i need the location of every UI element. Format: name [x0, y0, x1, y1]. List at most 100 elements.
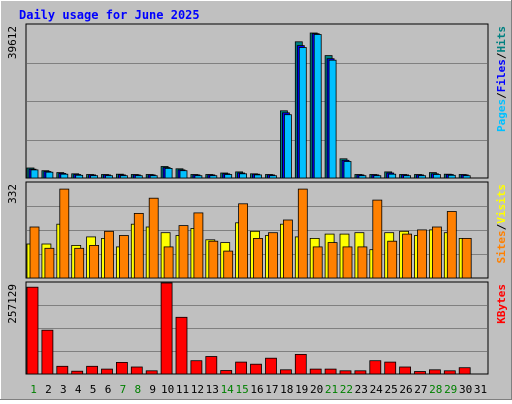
kbytes-panel-bar-kbytes-day-18 [279, 369, 292, 375]
kbytes-panel-bar-kbytes-day-29 [443, 370, 456, 375]
legend-entry: Pages [495, 99, 508, 132]
x-tick-label-day-12: 12 [191, 383, 204, 396]
hits-panel-bar-pages-day-4 [75, 174, 84, 179]
visits-panel-legend: Sites/Visits [495, 184, 508, 264]
x-tick-label-day-17: 17 [265, 383, 278, 396]
legend-entry: / [495, 92, 508, 99]
x-tick-label-day-19: 19 [295, 383, 308, 396]
kbytes-panel-bar-kbytes-day-25 [384, 361, 397, 375]
visits-panel-bar-sites-day-21 [327, 242, 338, 279]
kbytes-panel-bar-kbytes-day-8 [130, 366, 143, 375]
hits-panel-bar-pages-day-1 [30, 169, 39, 179]
legend-entry: / [495, 52, 508, 59]
hits-panel-bar-pages-day-29 [447, 174, 456, 179]
hits-panel-bar-pages-day-15 [239, 173, 248, 179]
hits-panel-bar-pages-day-5 [90, 175, 98, 179]
kbytes-panel-bar-kbytes-day-14 [220, 370, 233, 375]
visits-panel-bar-sites-day-18 [282, 219, 293, 279]
legend-entry: Visits [495, 184, 508, 224]
visits-panel-bar-sites-day-16 [253, 237, 263, 279]
visits-panel-bar-sites-day-7 [119, 235, 129, 279]
visits-panel-bar-sites-day-19 [297, 188, 308, 279]
x-tick-label-day-5: 5 [90, 383, 97, 396]
visits-panel-bar-sites-day-25 [387, 240, 398, 279]
hits-panel-bar-pages-day-21 [328, 59, 337, 179]
hits-panel-bar-pages-day-25 [388, 173, 397, 179]
visits-panel-bar-sites-day-24 [372, 199, 383, 279]
hits-panel-bar-pages-day-2 [45, 171, 54, 179]
hits-panel-bar-pages-day-11 [179, 170, 188, 179]
hits-panel-bar-pages-day-28 [432, 174, 441, 179]
legend-entry: / [495, 223, 508, 230]
x-tick-label-day-26: 26 [399, 383, 412, 396]
visits-panel-bar-sites-day-22 [342, 246, 353, 279]
hits-panel-legend: Pages/Files/Hits [495, 26, 508, 132]
visits-panel-bar-sites-day-30 [461, 237, 472, 279]
x-tick-label-day-25: 25 [384, 383, 397, 396]
x-tick-label-day-14: 14 [221, 383, 235, 396]
chart-panels: 39612Pages/Files/Hits332Sites/Visits2571… [6, 23, 508, 375]
visits-panel-bar-sites-day-8 [133, 212, 144, 279]
kbytes-panel-bar-kbytes-day-27 [414, 371, 426, 375]
hits-panel-bar-pages-day-10 [164, 167, 173, 179]
kbytes-panel-bar-kbytes-day-23 [354, 370, 367, 375]
legend-entry: Files [495, 59, 508, 92]
hits-panel-bar-pages-day-8 [134, 175, 143, 179]
kbytes-panel-bar-kbytes-day-20 [309, 368, 322, 375]
hits-panel-bar-pages-day-17 [269, 175, 277, 179]
hits-panel-bar-pages-day-7 [120, 175, 128, 179]
visits-panel-bar-sites-day-4 [74, 247, 85, 279]
x-tick-label-day-18: 18 [280, 383, 293, 396]
visits-panel: 332 Sites/Visits [6, 181, 508, 279]
hits-panel-bar-pages-day-27 [418, 175, 426, 179]
hits-panel-ymax-label: 39612 [6, 26, 19, 59]
x-tick-label-day-22: 22 [340, 383, 353, 396]
kbytes-panel-bar-kbytes-day-12 [190, 360, 203, 375]
hits-panel-bar-pages-day-12 [194, 175, 203, 179]
x-tick-label-day-23: 23 [355, 383, 368, 396]
kbytes-panel-bar-kbytes-day-7 [116, 361, 128, 375]
hits-panel-bar-pages-day-14 [224, 174, 233, 179]
x-tick-label-day-7: 7 [120, 383, 127, 396]
kbytes-panel-bar-kbytes-day-11 [175, 316, 188, 375]
hits-panel-bar-pages-day-18 [283, 114, 292, 179]
hits-panel-bar-pages-day-6 [105, 175, 113, 179]
visits-panel-bar-sites-day-2 [44, 247, 55, 279]
visits-panel-bar-sites-day-17 [268, 232, 278, 279]
x-tick-label-day-31: 31 [474, 383, 487, 396]
visits-panel-bar-sites-day-23 [357, 246, 368, 279]
visits-panel-bar-sites-day-10 [163, 246, 174, 279]
x-tick-label-day-3: 3 [60, 383, 67, 396]
kbytes-panel-bar-kbytes-day-22 [339, 370, 352, 375]
hits-panel-bar-pages-day-9 [149, 175, 158, 179]
chart-title: Daily usage for June 2025 [19, 8, 200, 22]
x-tick-label-day-6: 6 [105, 383, 112, 396]
kbytes-panel-bar-kbytes-day-16 [250, 363, 262, 375]
hits-panel-bar-pages-day-19 [298, 47, 307, 179]
visits-panel-bar-sites-day-12 [193, 212, 204, 279]
x-tick-label-day-15: 15 [235, 383, 248, 396]
x-tick-label-day-29: 29 [444, 383, 457, 396]
kbytes-panel-bar-kbytes-day-9 [145, 370, 158, 375]
x-tick-label-day-10: 10 [161, 383, 174, 396]
x-axis: 1 2 3 4 5 6 7 8 9 10 11 12 13 14 15 16 17 18 19 20 21 22 23 24 2… [30, 383, 487, 396]
visits-panel-bar-sites-day-29 [446, 211, 457, 279]
x-tick-label-day-4: 4 [75, 383, 82, 396]
x-tick-label-day-1: 1 [30, 383, 37, 396]
kbytes-panel-ymax-label: 257129 [6, 284, 19, 324]
kbytes-panel: 257129 KBytes [6, 281, 508, 375]
visits-panel-bar-sites-day-15 [238, 203, 249, 279]
x-tick-label-day-20: 20 [310, 383, 323, 396]
hits-panel-bar-pages-day-20 [313, 34, 322, 179]
kbytes-panel-bar-kbytes-day-26 [399, 366, 412, 375]
legend-entry: Hits [495, 26, 508, 53]
kbytes-panel-bar-kbytes-day-4 [71, 370, 84, 375]
visits-panel-bar-sites-day-6 [104, 230, 114, 279]
hits-panel-bar-pages-day-30 [462, 175, 471, 179]
visits-panel-bar-sites-day-26 [402, 233, 413, 279]
kbytes-panel-legend: KBytes [495, 284, 508, 324]
x-tick-label-day-2: 2 [45, 383, 52, 396]
kbytes-panel-bar-kbytes-day-21 [324, 368, 337, 375]
